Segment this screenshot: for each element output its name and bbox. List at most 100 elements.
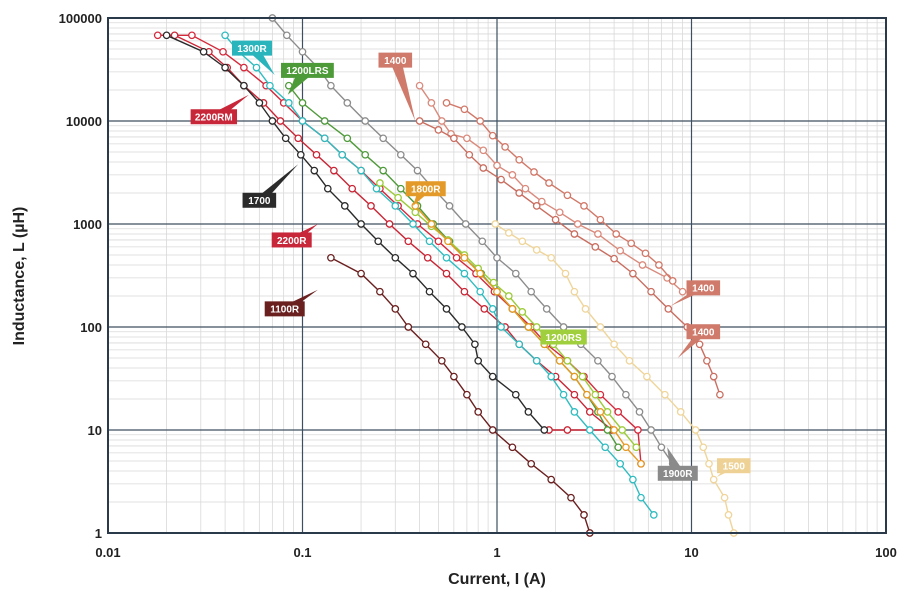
data-point [442, 269, 451, 278]
data-point [610, 426, 618, 434]
callout-1400: 1400 [670, 280, 721, 306]
data-point [476, 287, 485, 296]
data-point [437, 117, 446, 125]
y-tick-label: 1 [95, 526, 102, 541]
series-1700 [162, 31, 549, 434]
data-point [532, 202, 541, 210]
data-point [413, 166, 422, 175]
callout-1200LRS: 1200LRS [281, 62, 334, 95]
callout-box [242, 192, 277, 208]
data-point [219, 47, 227, 56]
data-point [705, 459, 713, 468]
data-point [478, 237, 487, 246]
callout-box [281, 62, 334, 78]
data-point [594, 230, 602, 238]
data-point [634, 426, 642, 434]
data-point [635, 408, 644, 416]
data-point [545, 179, 553, 187]
series-line [414, 205, 642, 465]
series-1400 [415, 81, 687, 296]
data-point [385, 220, 394, 228]
data-point [327, 81, 335, 90]
x-axis-label: Current, I (A) [448, 571, 546, 588]
data-point [221, 63, 229, 72]
data-point [340, 202, 349, 210]
data-point [298, 47, 307, 56]
data-point [638, 261, 647, 269]
data-point [655, 261, 663, 269]
data-point [199, 47, 208, 56]
data-point [614, 408, 623, 416]
data-point [649, 511, 658, 519]
data-point [637, 493, 645, 502]
data-point [580, 511, 588, 519]
data-point [458, 323, 466, 331]
data-point [555, 356, 564, 365]
data-point [376, 179, 384, 187]
data-point [442, 305, 451, 313]
data-point [404, 323, 413, 331]
data-point [532, 323, 541, 331]
data-point [511, 269, 520, 278]
data-point [573, 220, 582, 228]
data-point [391, 305, 400, 313]
data-point [508, 305, 517, 313]
data-point [476, 117, 485, 125]
x-tick-label: 10 [684, 545, 698, 560]
data-point [570, 372, 579, 381]
callout-label: 1400 [692, 328, 715, 339]
data-point [409, 269, 417, 278]
callout-label: 1500 [723, 462, 746, 473]
data-point [437, 356, 446, 365]
data-point [463, 390, 471, 399]
data-point [461, 220, 470, 228]
data-point [504, 292, 513, 300]
data-point [547, 372, 556, 381]
y-tick-label: 100 [80, 320, 102, 335]
data-point [518, 237, 527, 246]
data-point [601, 443, 610, 452]
data-point [488, 131, 497, 140]
data-point [542, 305, 551, 313]
data-point [647, 426, 655, 434]
callout-2200RM: 2200RM [190, 94, 249, 125]
data-point [361, 117, 370, 125]
data-point [255, 99, 264, 107]
data-point [614, 443, 623, 452]
data-point [559, 390, 568, 399]
data-point [699, 443, 708, 452]
series-1300R [221, 31, 658, 519]
x-tick-label: 0.1 [293, 545, 311, 560]
data-point [284, 99, 293, 107]
data-point [515, 155, 524, 164]
data-point [479, 146, 488, 155]
callout-pointer [253, 164, 299, 201]
data-point [372, 184, 381, 193]
data-point [463, 134, 471, 143]
data-point [578, 372, 587, 381]
data-point [460, 253, 469, 262]
data-point [474, 408, 483, 416]
data-point [515, 189, 524, 197]
data-point [391, 202, 400, 210]
data-point [570, 287, 579, 296]
data-point [343, 134, 352, 143]
x-tick-label: 1 [493, 545, 500, 560]
data-point [427, 99, 436, 107]
data-point [357, 220, 365, 228]
data-point [521, 184, 530, 193]
tick-labels: 0.01 0.1 1 10 100 1 10 100 1000 10000 100000 [59, 11, 897, 560]
data-point [427, 220, 436, 228]
callout-box [232, 40, 273, 56]
data-point [240, 63, 248, 72]
data-point [511, 390, 520, 399]
data-point [488, 372, 497, 381]
callout-box [190, 109, 238, 125]
data-point [563, 356, 572, 365]
data-point [647, 287, 655, 296]
callout-label: 1200RS [546, 333, 582, 344]
data-point [338, 150, 347, 159]
data-point [616, 459, 625, 468]
data-point [298, 99, 307, 107]
